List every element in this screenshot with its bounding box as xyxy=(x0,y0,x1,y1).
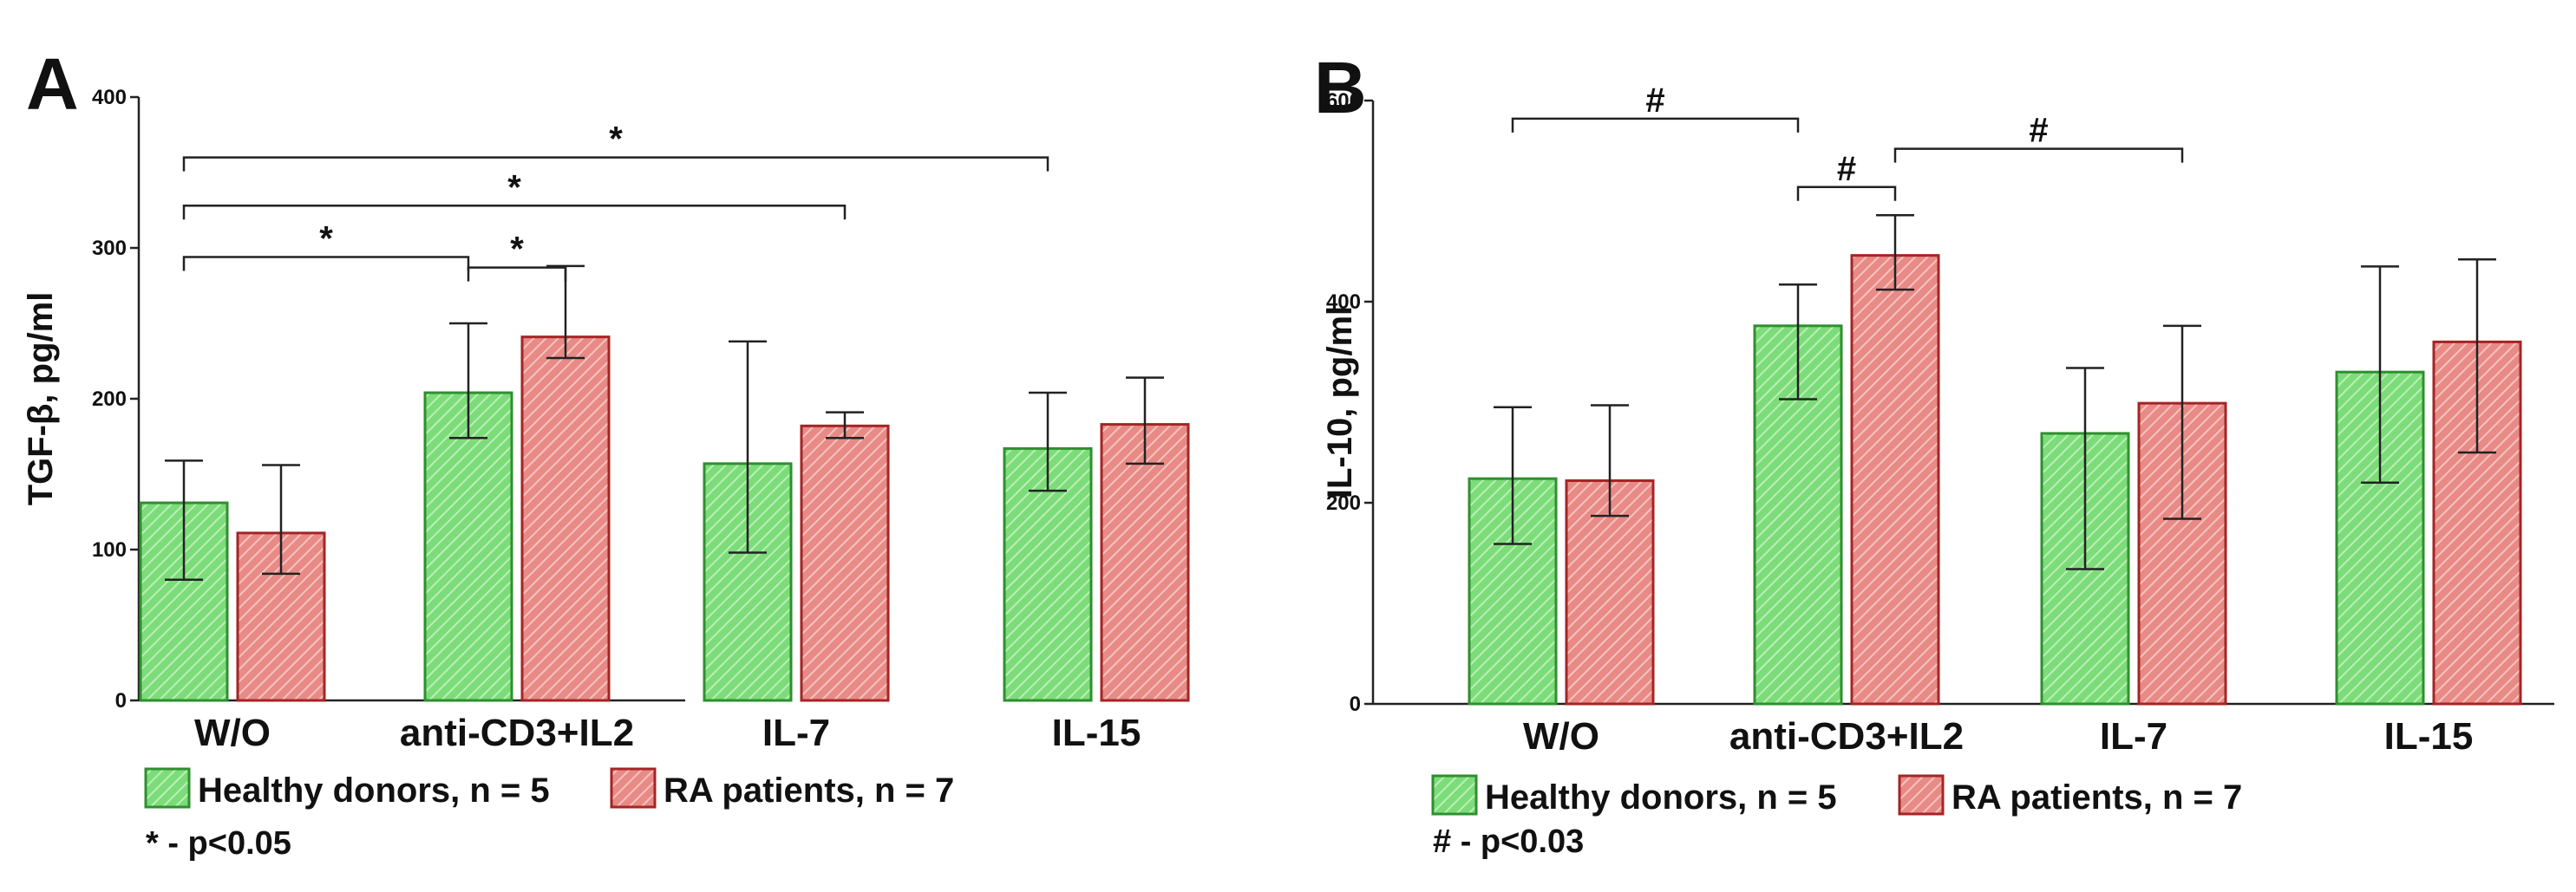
category-label: W/O xyxy=(1523,715,1599,758)
y-tick-label: 100 xyxy=(92,538,127,562)
category-label: anti-CD3+IL2 xyxy=(400,712,634,754)
panel-letter: B xyxy=(1314,47,1367,128)
y-axis-label: IL-10, pg/ml xyxy=(1321,306,1359,498)
significance-bracket xyxy=(1893,147,2184,163)
bar-ra-0 xyxy=(1565,479,1655,706)
significance-marker: * xyxy=(609,120,623,159)
significance-bracket xyxy=(182,205,847,220)
panel-letter: A xyxy=(26,43,79,125)
significance-note: # - p<0.03 xyxy=(1433,824,1584,860)
category-label: W/O xyxy=(194,712,271,754)
category-label: IL-7 xyxy=(2100,715,2167,758)
significance-marker: * xyxy=(507,168,521,206)
y-tick-label: 200 xyxy=(92,387,127,411)
category-label: IL-15 xyxy=(2384,715,2474,758)
y-axis-label: TGF-β, pg/ml xyxy=(22,292,60,506)
significance-marker: * xyxy=(319,219,333,257)
legend-label-ra: RA patients, n = 7 xyxy=(1952,778,2242,817)
bar-ra-1 xyxy=(1850,254,1940,706)
y-tick-label: 600 xyxy=(1326,89,1361,113)
y-tick-label: 0 xyxy=(1350,693,1361,716)
y-tick-label: 400 xyxy=(1326,290,1361,314)
legend-swatch-ra xyxy=(1898,774,1945,816)
significance-bracket xyxy=(467,266,567,282)
significance-bracket xyxy=(182,256,470,271)
significance-note: * - p<0.05 xyxy=(146,825,291,862)
significance-marker: # xyxy=(2029,112,2048,150)
bar-healthy-1 xyxy=(423,391,513,702)
significance-bracket xyxy=(1511,117,1800,133)
category-label: IL-7 xyxy=(762,712,830,754)
legend-label-healthy: Healthy donors, n = 5 xyxy=(1485,778,1837,817)
significance-marker: * xyxy=(510,231,524,269)
bar-ra-2 xyxy=(2137,401,2227,706)
y-tick-label: 200 xyxy=(1326,492,1361,515)
legend-label-healthy: Healthy donors, n = 5 xyxy=(198,772,550,810)
y-tick-label: 300 xyxy=(92,237,127,260)
bar-ra-1 xyxy=(520,335,611,702)
legend-swatch-ra xyxy=(610,767,657,809)
panel-a: A 0 100 200 300 400 TGF-β, pg/ml W/O anti-CD3+IL… xyxy=(22,43,1190,862)
category-label: IL-15 xyxy=(1052,712,1141,754)
significance-bracket xyxy=(1796,186,1897,201)
significance-marker: # xyxy=(1837,150,1856,188)
legend-swatch-healthy xyxy=(144,767,191,809)
significance-bracket xyxy=(182,156,1049,172)
bar-ra-3 xyxy=(1100,423,1190,702)
legend-swatch-healthy xyxy=(1431,774,1478,816)
y-tick-label: 0 xyxy=(115,689,127,713)
legend-label-ra: RA patients, n = 7 xyxy=(664,772,954,810)
y-tick-label: 400 xyxy=(92,86,127,109)
category-label: anti-CD3+IL2 xyxy=(1729,715,1964,758)
significance-marker: # xyxy=(1645,81,1664,120)
panel-b: B 0 200 400 600 IL-10, pg/ml W/O anti-CD3+IL2 IL… xyxy=(1314,47,2554,860)
bar-ra-2 xyxy=(800,424,890,702)
